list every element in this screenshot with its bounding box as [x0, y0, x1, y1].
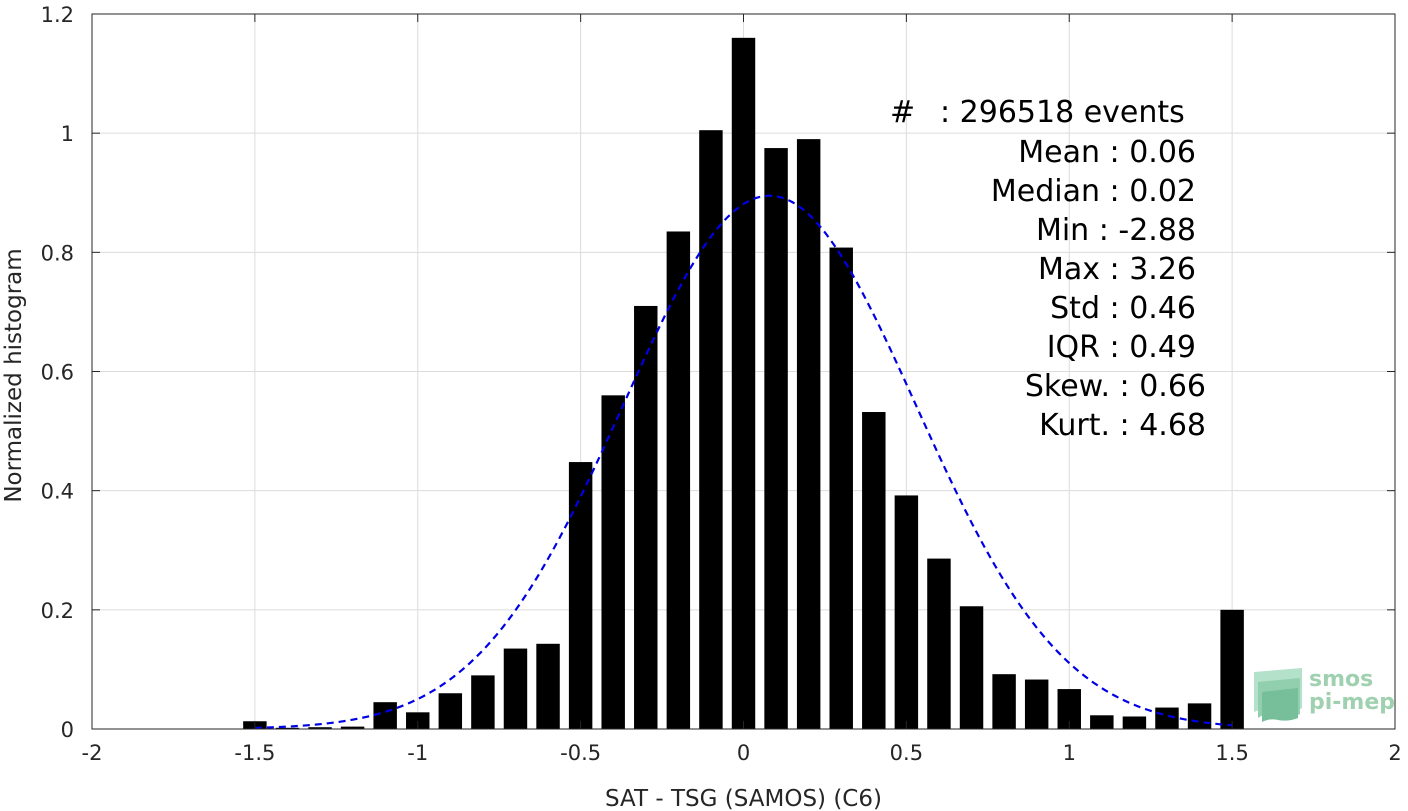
stat-count-value: : 296518 events: [940, 95, 1185, 130]
histogram-bar: [1024, 679, 1049, 729]
axis-ticks: [91, 13, 1396, 730]
y-tick-label: 1: [61, 122, 74, 146]
x-tick-labels: -2 -1.5 -1 -0.5 0 0.5 1 1.5 2: [82, 741, 1402, 765]
histogram-bar: [308, 727, 332, 729]
histogram-bar: [275, 727, 300, 729]
y-tick-label: 0: [61, 718, 74, 742]
histogram-bar: [438, 693, 463, 729]
stat-count-label: #: [890, 95, 915, 130]
histogram-bar: [1057, 689, 1081, 729]
stat-max: Max : 3.26: [1038, 252, 1196, 287]
stat-iqr: IQR : 0.49: [1047, 330, 1196, 365]
x-tick-label: 1: [1063, 741, 1076, 765]
y-tick-label: 0.8: [41, 241, 74, 265]
histogram-bar: [373, 702, 397, 729]
histogram-bar: [471, 675, 495, 729]
histogram-bar: [829, 247, 853, 730]
logo-text-pimep: pi-mep: [1309, 690, 1395, 715]
logo-waves-icon: [1254, 668, 1302, 722]
histogram-bar: [1090, 715, 1114, 729]
y-tick-labels: 0 0.2 0.4 0.6 0.8 1 1.2: [41, 3, 74, 742]
x-tick-label: -1.5: [234, 741, 275, 765]
stat-min: Min : -2.88: [1036, 213, 1196, 248]
histogram-bar: [927, 558, 951, 729]
histogram-bar: [340, 726, 365, 729]
histogram-bar: [992, 674, 1016, 729]
x-tick-label: 0: [737, 741, 750, 765]
x-tick-label: -0.5: [560, 741, 601, 765]
x-tick-label: 2: [1388, 741, 1401, 765]
histogram-bar: [634, 305, 658, 729]
statistics-annotation: # : 296518 events Mean : 0.06 Median : 0…: [890, 95, 1206, 443]
x-tick-label: 1.5: [1215, 741, 1248, 765]
stat-std: Std : 0.46: [1050, 291, 1196, 326]
histogram-bar: [959, 606, 984, 729]
logo-text-smos: smos: [1309, 667, 1373, 692]
x-axis-label: SAT - TSG (SAMOS) (C6): [605, 786, 882, 811]
bars: [243, 37, 1244, 730]
smos-pi-mep-logo: smos pi-mep: [1254, 667, 1395, 722]
y-tick-label: 0.4: [41, 480, 74, 504]
y-tick-label: 0.2: [41, 599, 74, 623]
histogram-bar: [1187, 703, 1212, 729]
histogram-bar: [1122, 716, 1147, 729]
histogram-bar: [1155, 707, 1179, 729]
stat-mean: Mean : 0.06: [1018, 135, 1196, 170]
histogram-bar: [601, 395, 625, 729]
y-tick-label: 0.6: [41, 361, 74, 385]
x-tick-label: -2: [82, 741, 103, 765]
histogram-bar: [699, 130, 723, 729]
stat-skew: Skew. : 0.66: [1025, 369, 1206, 404]
histogram-bar: [764, 148, 788, 729]
histogram-bar: [731, 37, 756, 730]
histogram-bar: [796, 139, 821, 729]
histogram-bar: [536, 643, 560, 729]
stat-kurt: Kurt. : 4.68: [1039, 408, 1206, 443]
histogram-bar: [894, 495, 919, 729]
x-tick-label: -1: [407, 741, 428, 765]
gaussian-fit-curve: [254, 194, 1233, 729]
histogram-bar: [1220, 609, 1244, 729]
histogram-bar: [862, 412, 886, 729]
y-axis-label: Normalized histogram: [1, 248, 27, 502]
histogram-bar: [503, 648, 528, 729]
histogram-bar: [568, 462, 593, 729]
x-tick-label: 0.5: [890, 741, 923, 765]
stat-median: Median : 0.02: [991, 174, 1196, 209]
histogram-bar: [406, 712, 430, 729]
y-tick-label: 1.2: [41, 3, 74, 27]
histogram-bar: [666, 231, 691, 729]
